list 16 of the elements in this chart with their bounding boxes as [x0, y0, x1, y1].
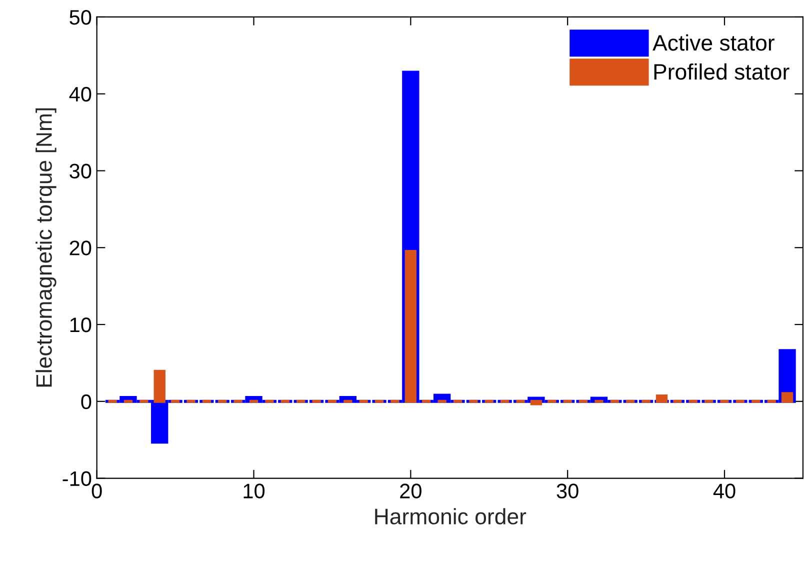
y-tick-label: -10	[62, 471, 92, 486]
y-tick-label: 20	[70, 240, 92, 256]
legend-label: Profiled stator	[654, 63, 790, 80]
x-tick-label: 10	[244, 484, 265, 498]
y-tick-label: 0	[81, 394, 92, 410]
x-tick-label: 20	[400, 484, 422, 498]
legend-label: Active stator	[652, 34, 774, 51]
x-axis-title: Harmonic order	[375, 508, 526, 524]
x-tick-label: 40	[713, 484, 736, 498]
x-tick-label: 30	[556, 484, 578, 498]
x-tick-label: 0	[92, 484, 102, 498]
y-axis-title: Electromagnetic torque [Nm]	[36, 108, 56, 387]
y-tick-label: 30	[70, 164, 92, 178]
y-tick-label: 40	[69, 86, 92, 102]
y-tick-label: 50	[70, 10, 92, 25]
y-tick-label: 10	[70, 318, 92, 332]
